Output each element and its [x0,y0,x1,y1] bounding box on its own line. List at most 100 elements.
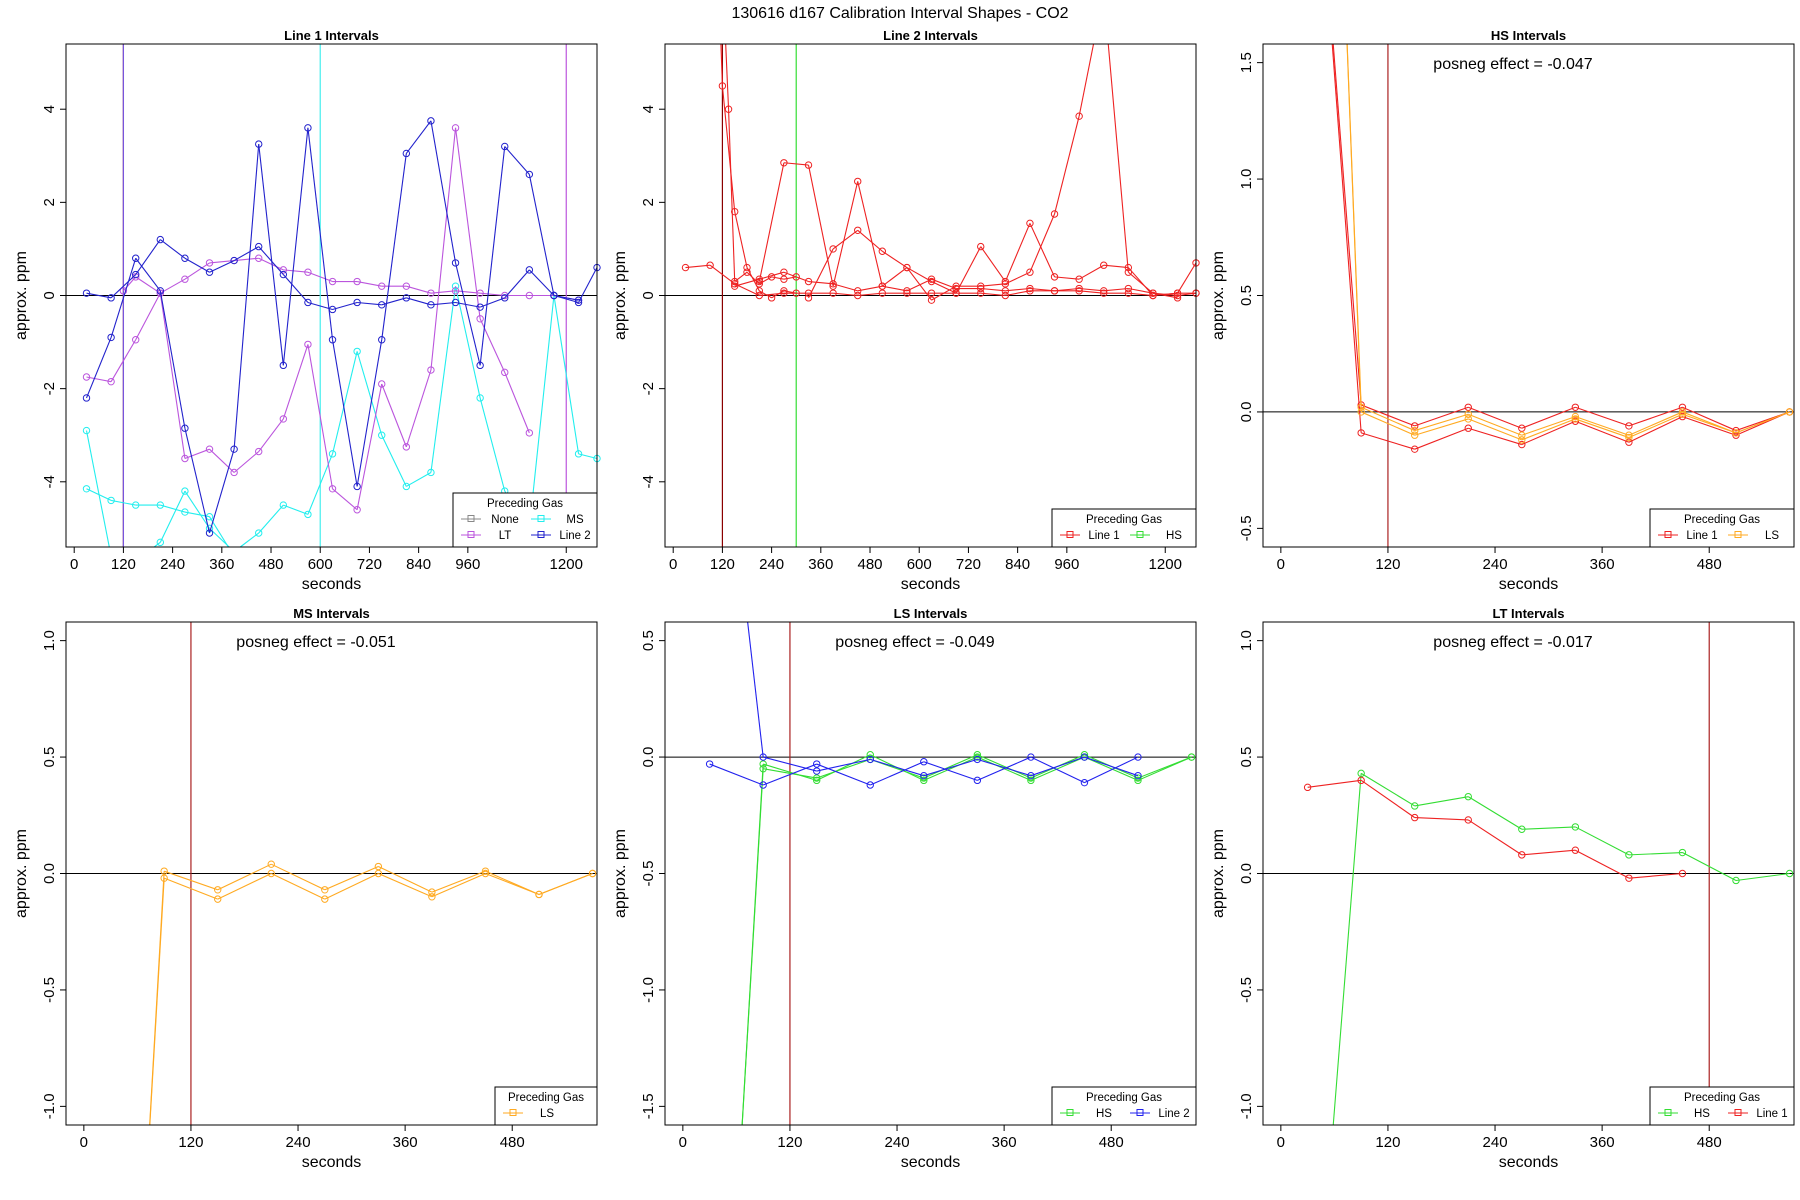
data-point [574,298,583,307]
data-point [1732,429,1740,437]
legend: Preceding Gas Line 1 HS [1051,508,1197,548]
data-point [550,291,558,300]
legend-swatch-marker [467,531,475,538]
series-segment [528,295,555,529]
legend-swatch-marker [1734,1109,1742,1116]
series-segment [209,260,235,273]
series-segment [1521,416,1576,436]
series-segment [1414,817,1469,821]
series-segment [331,351,358,454]
y-tick-label: 0.5 [640,630,657,651]
data-point [854,177,862,186]
data-point [973,755,982,764]
x-tick-label: 120 [777,1134,802,1151]
series-segment [553,295,580,454]
legend-swatch-marker [537,531,545,538]
series-segment [808,248,834,299]
series-segment [110,274,137,299]
data-point [759,765,767,773]
data-point [501,294,509,302]
data-point [854,287,862,295]
data-point [255,242,263,251]
series-segment [762,763,817,786]
data-point [1411,426,1419,435]
data-point [952,289,960,297]
data-point [255,447,263,456]
series-segment [455,262,481,366]
series-segment [759,276,772,285]
series-segment [741,768,764,1126]
x-tick-label: 240 [286,1134,311,1151]
chart-panel-5: LS Intervals 0 120 240 360 480 seconds -1.5 -1.0… [612,606,1197,1171]
series-segment [381,297,407,306]
x-tick-label: 360 [808,556,833,573]
y-axis-label: approx. ppm [1210,251,1227,340]
legend: Preceding Gas HS Line 2 [1051,1086,1197,1126]
series-line-1 [718,43,800,302]
series-segment [1682,411,1737,434]
series-segment [1005,290,1031,297]
series-segment [1152,292,1178,299]
data-point [1134,753,1142,761]
data-point [255,140,263,148]
series-segment [233,144,260,450]
y-tick-label: -1.0 [640,977,657,1003]
data-point [304,298,312,307]
plot-frame [1262,43,1795,548]
series-segment [455,301,481,308]
series-segment [331,339,358,487]
x-tick-label: 240 [160,556,185,573]
data-point [205,268,214,276]
data-point [1518,851,1526,859]
series-segment [381,383,407,448]
data-point [119,287,128,295]
data-point [156,538,165,547]
series-segment [833,292,858,297]
series-segment [184,490,210,529]
series-segment [455,290,481,294]
data-point [451,298,460,307]
data-point [230,468,238,477]
series-hs [1332,769,1794,1126]
data-point [214,895,222,903]
series-segment [356,351,383,436]
data-point [1075,112,1083,120]
series-segment [110,339,137,382]
data-point [780,287,788,295]
series-segment [1152,292,1178,297]
data-point [378,431,386,439]
y-tick-label: 0.5 [1238,285,1255,306]
data-point [402,482,411,491]
data-point [255,254,263,262]
data-point [107,294,115,302]
x-tick-label: 120 [178,1134,203,1151]
legend-title: Preceding Gas [487,498,563,510]
y-tick-label: -0.5 [1238,977,1255,1003]
data-point [1357,408,1365,416]
x-tick-label: 480 [858,556,883,573]
data-point [829,282,837,290]
series-segment [1468,418,1523,441]
series-segment [553,294,579,301]
y-tick-label: 0.5 [41,747,58,768]
x-tick-label: 960 [1054,556,1079,573]
x-tick-label: 120 [1375,1134,1400,1151]
series-segment [538,872,593,895]
series-segment [1628,416,1683,443]
series-segment [163,870,218,891]
data-point [1464,792,1472,801]
data-point [878,247,887,255]
y-tick-label: 4 [41,105,58,113]
x-tick-label: 240 [759,556,784,573]
legend-entry-label: HS [1096,1108,1112,1120]
series-segment [1084,756,1139,777]
series-ls [149,869,597,1126]
data-point [1411,445,1419,453]
data-point [1357,776,1365,785]
y-tick-label: 0 [640,291,657,299]
data-point [181,275,189,283]
legend-box [1649,1086,1795,1126]
series-segment [454,286,481,399]
series-segment [485,872,540,895]
legend-entry-label: Line 2 [559,530,590,542]
